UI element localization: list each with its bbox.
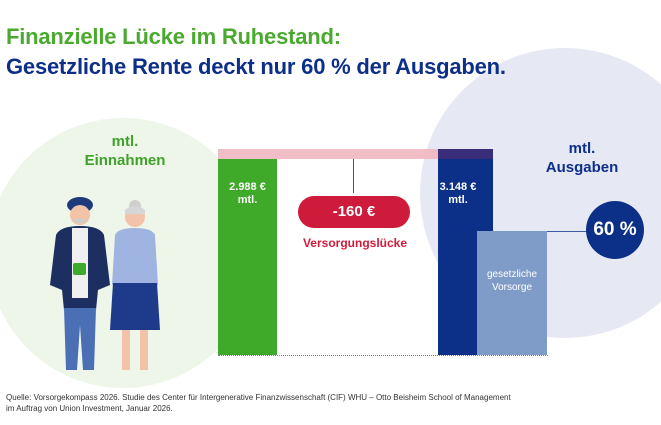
expenses-unit: mtl. xyxy=(448,194,468,206)
income-value: 2.988 € xyxy=(229,181,266,193)
retired-couple-illustration xyxy=(50,197,160,370)
income-unit: mtl. xyxy=(237,194,258,206)
expenses-bar-overlap xyxy=(438,149,493,159)
expenses-label-line2: Ausgaben xyxy=(545,159,619,176)
source-line2: im Auftrag von Union Investment, Januar … xyxy=(6,404,173,413)
expenses-label-line1: mtl. xyxy=(568,140,596,157)
income-bar-label: 2.988 € mtl. xyxy=(218,181,277,207)
income-label-line1: mtl. xyxy=(111,133,139,150)
statutory-pension-bar xyxy=(477,231,547,355)
income-bar xyxy=(218,159,277,355)
expenses-label: mtl. Ausgaben xyxy=(532,139,632,177)
gap-value-pill: -160 € xyxy=(298,196,410,228)
statutory-label-line1: gesetzliche xyxy=(486,269,538,280)
income-label-line2: Einnahmen xyxy=(84,152,166,169)
headline-blue: Gesetzliche Rente deckt nur 60 % der Aus… xyxy=(6,54,506,79)
coverage-connector xyxy=(547,231,587,232)
income-label: mtl. Einnahmen xyxy=(70,132,180,170)
coverage-percent-badge: 60 % xyxy=(586,201,644,259)
gap-band xyxy=(218,149,493,159)
baseline xyxy=(218,355,548,356)
statutory-pension-label: gesetzliche Vorsorge xyxy=(477,268,547,294)
expenses-value: 3.148 € xyxy=(439,181,477,193)
gap-connector xyxy=(353,159,354,193)
gap-label: Versorgungslücke xyxy=(302,236,408,250)
source-note: Quelle: Vorsorgekompass 2026. Studie des… xyxy=(6,392,566,414)
source-line1: Quelle: Vorsorgekompass 2026. Studie des… xyxy=(6,393,511,402)
headline-green: Finanzielle Lücke im Ruhestand: xyxy=(6,24,341,49)
expenses-bar-label: 3.148 € mtl. xyxy=(438,181,478,207)
statutory-label-line2: Vorsorge xyxy=(491,282,533,293)
